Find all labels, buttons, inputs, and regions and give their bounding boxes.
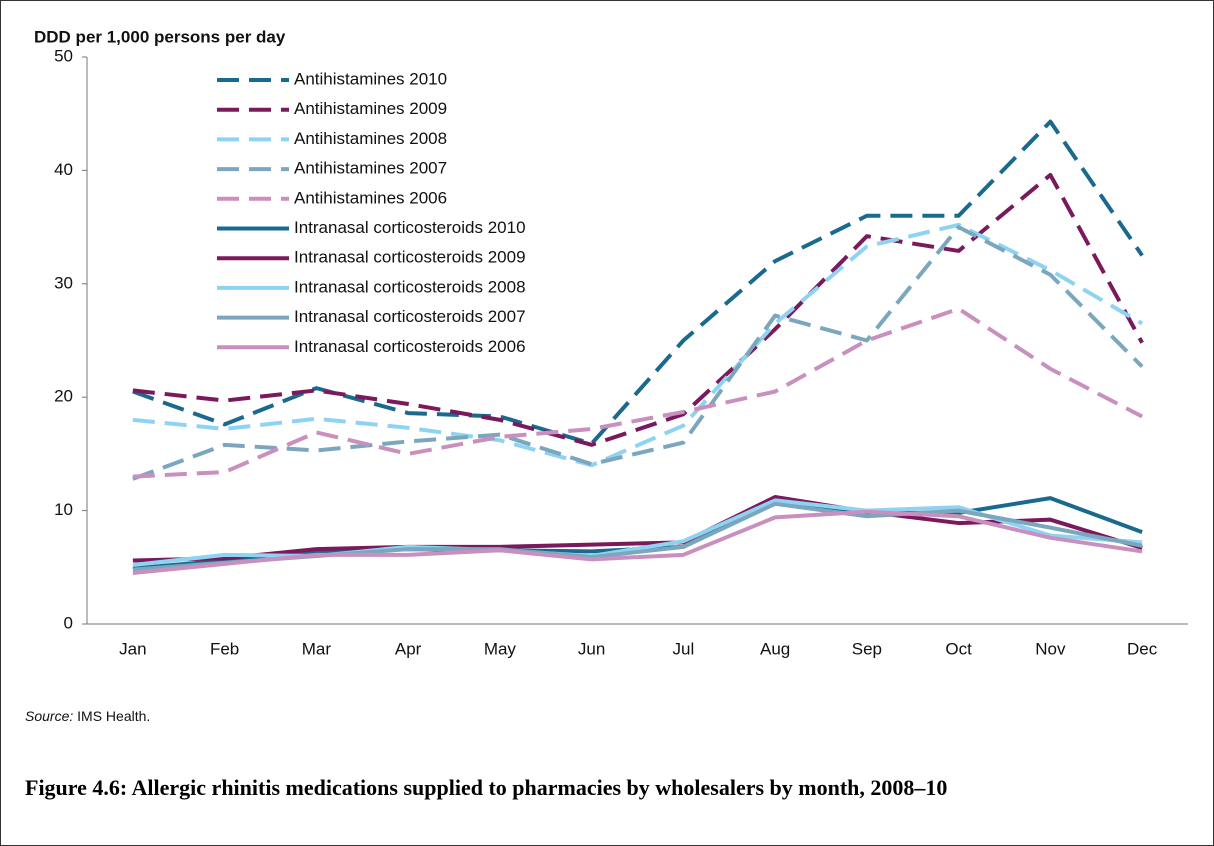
x-tick-label: Sep [852, 639, 882, 658]
x-tick-label: Feb [210, 639, 239, 658]
series-line [132, 172, 1144, 447]
x-tick-label: May [484, 639, 517, 658]
x-tick-label: Dec [1127, 639, 1158, 658]
caption: Figure 4.6: Allergic rhinitis medication… [25, 775, 948, 800]
legend-label: Antihistamines 2008 [294, 129, 447, 148]
x-tick-label: Apr [395, 639, 422, 658]
y-tick-label: 30 [54, 273, 73, 292]
legend-label: Intranasal corticosteroids 2007 [294, 307, 526, 326]
x-tick-label: Mar [302, 639, 332, 658]
legend-label: Intranasal corticosteroids 2010 [294, 218, 526, 237]
chart: DDD per 1,000 persons per day 0 10 20 30 40 5… [34, 27, 1188, 658]
x-tick-label: Nov [1035, 639, 1066, 658]
source: Source: IMS Health. [25, 708, 150, 724]
series-line [132, 494, 1143, 563]
series-line [132, 225, 1144, 481]
y-tick-label: 10 [54, 500, 73, 519]
series-line [132, 119, 1144, 446]
series-line [132, 222, 1144, 468]
legend-label: Intranasal corticosteroids 2008 [294, 277, 526, 296]
legend-label: Intranasal corticosteroids 2009 [294, 248, 526, 267]
source-label: Source: [25, 708, 74, 724]
y-tick-label: 0 [64, 613, 73, 632]
source-text: IMS Health. [77, 708, 151, 724]
series-line [132, 306, 1144, 479]
x-tick-label: Oct [945, 639, 972, 658]
x-tick-label: Jun [578, 639, 605, 658]
y-axis-label: DDD per 1,000 persons per day [34, 27, 286, 46]
y-tick-label: 40 [54, 160, 73, 179]
legend-label: Antihistamines 2006 [294, 188, 447, 207]
legend-label: Antihistamines 2007 [294, 159, 447, 178]
series-line [132, 509, 1143, 575]
y-tick-label: 20 [54, 387, 73, 406]
y-tick-label: 50 [54, 46, 73, 65]
x-tick-label: Jul [673, 639, 695, 658]
legend-label: Intranasal corticosteroids 2006 [294, 337, 526, 356]
x-tick-label: Aug [760, 639, 790, 658]
x-tick-label: Jan [119, 639, 146, 658]
legend-label: Antihistamines 2009 [294, 99, 447, 118]
legend-label: Antihistamines 2010 [294, 69, 447, 88]
